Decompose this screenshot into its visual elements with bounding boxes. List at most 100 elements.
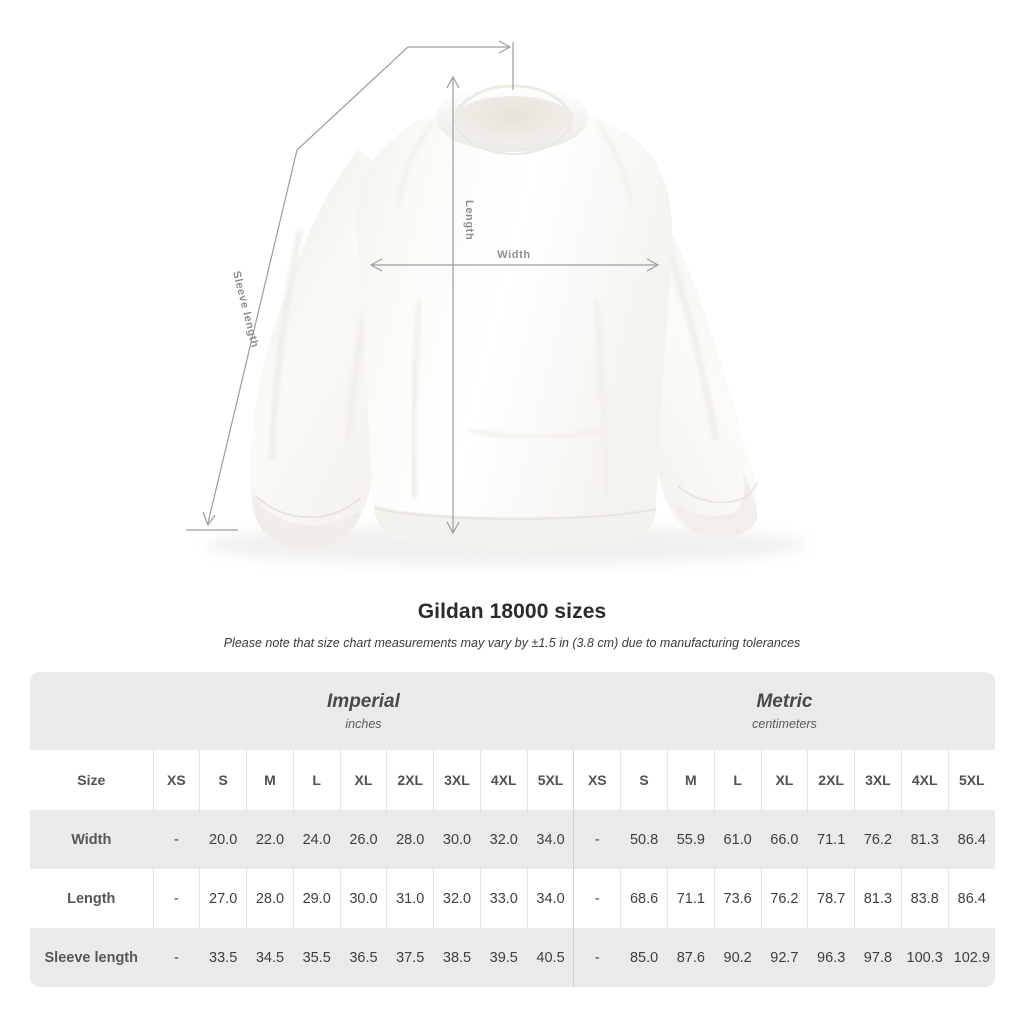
size-header-metric-3xl: 3XL — [854, 750, 902, 810]
cell-length-metric-2xl: 78.7 — [807, 869, 855, 928]
cell-width-metric-s: 50.8 — [620, 810, 668, 869]
cell-length-imperial-3xl: 32.0 — [433, 869, 481, 928]
size-column-header: Size — [30, 750, 154, 810]
page-title: Gildan 18000 sizes — [417, 600, 607, 623]
cell-sleeve-length-metric-3xl: 97.8 — [854, 928, 902, 987]
cell-width-metric-2xl: 71.1 — [807, 810, 855, 869]
cell-sleeve-length-imperial-m: 34.5 — [246, 928, 294, 987]
cell-length-metric-xs: - — [573, 869, 621, 928]
cell-sleeve-length-imperial-xl: 36.5 — [339, 928, 387, 987]
size-header-metric-2xl: 2XL — [807, 750, 855, 810]
cell-width-imperial-xl: 26.0 — [339, 810, 387, 869]
cell-sleeve-length-metric-xl: 92.7 — [760, 928, 808, 987]
cell-length-metric-s: 68.6 — [620, 869, 668, 928]
width-label: Width — [497, 249, 530, 261]
size-header-imperial-4xl: 4XL — [479, 750, 528, 810]
unit-system-cell-imperial: Imperial inches — [153, 672, 574, 750]
sleeve-length-label: Sleeve length — [230, 270, 261, 349]
size-header-imperial-m: M — [246, 750, 294, 810]
width-dimension-arrow — [369, 258, 660, 272]
cell-sleeve-length-metric-l: 90.2 — [713, 928, 761, 987]
size-header-metric-4xl: 4XL — [900, 750, 949, 810]
cell-length-metric-l: 73.6 — [713, 869, 761, 928]
cell-sleeve-length-imperial-s: 33.5 — [199, 928, 247, 987]
size-header-row: Size XS S M L XL 2XL 3XL 4XL 5XL XS S M L XL 2XL 3XL 4XL 5… — [30, 750, 995, 810]
cell-sleeve-length-imperial-2xl: 37.5 — [386, 928, 434, 987]
cell-width-metric-3xl: 76.2 — [854, 810, 902, 869]
size-chart-table-wrapper: Imperial inches Metric centimeters Size XS S M L… — [30, 672, 995, 987]
cell-width-imperial-xs: - — [152, 810, 200, 869]
cell-sleeve-length-imperial-xs: - — [152, 928, 200, 987]
cell-length-imperial-m: 28.0 — [246, 869, 294, 928]
cell-width-imperial-m: 22.0 — [246, 810, 294, 869]
cell-length-metric-3xl: 81.3 — [854, 869, 902, 928]
cell-length-metric-5xl: 86.4 — [947, 869, 995, 928]
table-row: Length -27.0 28.0 29.0 30.0 31.0 32.0 33.0 34.0-… — [30, 869, 995, 928]
size-header-metric-xs: XS — [573, 750, 621, 810]
cell-length-imperial-4xl: 33.0 — [479, 869, 528, 928]
size-header-imperial-2xl: 2XL — [386, 750, 434, 810]
row-label-width: Width — [30, 810, 154, 869]
cell-sleeve-length-metric-5xl: 102.9 — [947, 928, 995, 987]
length-dimension-arrow — [446, 75, 460, 535]
cell-width-imperial-5xl: 34.0 — [526, 810, 574, 869]
cell-sleeve-length-metric-xs: - — [573, 928, 621, 987]
unit-system-corner-cell — [30, 672, 154, 750]
size-header-imperial-xs: XS — [152, 750, 200, 810]
size-header-metric-m: M — [666, 750, 715, 810]
size-header-metric-s: S — [620, 750, 668, 810]
cell-width-imperial-3xl: 30.0 — [433, 810, 481, 869]
size-chart-table: Imperial inches Metric centimeters Size XS S M L… — [30, 672, 995, 987]
unit-system-row: Imperial inches Metric centimeters — [30, 672, 995, 750]
cell-length-imperial-xs: - — [152, 869, 200, 928]
size-header-metric-5xl: 5XL — [947, 750, 995, 810]
size-header-imperial-5xl: 5XL — [526, 750, 574, 810]
cell-length-metric-m: 71.1 — [666, 869, 715, 928]
cell-sleeve-length-metric-s: 85.0 — [620, 928, 668, 987]
unit-system-cell-metric: Metric centimeters — [573, 672, 995, 750]
garment-body — [357, 104, 672, 548]
size-header-imperial-l: L — [292, 750, 341, 810]
cell-sleeve-length-metric-4xl: 100.3 — [900, 928, 949, 987]
cell-width-metric-m: 55.9 — [666, 810, 715, 869]
cell-sleeve-length-imperial-3xl: 38.5 — [433, 928, 481, 987]
cell-length-imperial-l: 29.0 — [292, 869, 341, 928]
cell-length-imperial-5xl: 34.0 — [526, 869, 574, 928]
cell-length-metric-4xl: 83.8 — [900, 869, 949, 928]
cell-width-metric-xl: 66.0 — [760, 810, 808, 869]
cell-width-imperial-l: 24.0 — [292, 810, 341, 869]
table-row: Width -20.0 22.0 24.0 26.0 28.0 30.0 32.0 34.0-5… — [30, 810, 995, 869]
cell-length-metric-xl: 76.2 — [760, 869, 808, 928]
garment-figure: Length Width Sleeve length — [186, 40, 805, 565]
cell-length-imperial-xl: 30.0 — [339, 869, 387, 928]
size-header-imperial-3xl: 3XL — [433, 750, 481, 810]
size-header-imperial-s: S — [199, 750, 247, 810]
cell-width-imperial-4xl: 32.0 — [479, 810, 528, 869]
cell-sleeve-length-metric-2xl: 96.3 — [807, 928, 855, 987]
cell-sleeve-length-imperial-4xl: 39.5 — [479, 928, 528, 987]
cell-sleeve-length-imperial-5xl: 40.5 — [526, 928, 574, 987]
row-label-sleeve-length: Sleeve length — [30, 928, 154, 987]
row-label-length: Length — [30, 869, 154, 928]
cell-length-imperial-2xl: 31.0 — [386, 869, 434, 928]
cell-length-imperial-s: 27.0 — [199, 869, 247, 928]
table-row: Sleeve length -33.5 34.5 35.5 36.5 37.5 38.5 39… — [30, 928, 995, 987]
cell-width-metric-5xl: 86.4 — [947, 810, 995, 869]
unit-system-name: Imperial — [327, 691, 400, 713]
unit-system-unit: centimeters — [752, 716, 817, 731]
cell-sleeve-length-imperial-l: 35.5 — [292, 928, 341, 987]
length-label: Length — [463, 200, 475, 240]
cell-width-imperial-2xl: 28.0 — [386, 810, 434, 869]
size-header-metric-l: L — [713, 750, 761, 810]
unit-system-name: Metric — [756, 691, 813, 713]
cell-width-metric-4xl: 81.3 — [900, 810, 949, 869]
size-header-imperial-xl: XL — [339, 750, 387, 810]
cell-width-imperial-s: 20.0 — [199, 810, 247, 869]
cell-width-metric-l: 61.0 — [713, 810, 761, 869]
size-header-metric-xl: XL — [760, 750, 808, 810]
cell-width-metric-xs: - — [573, 810, 621, 869]
sleeve-length-dimension-arrow — [186, 40, 514, 531]
cell-sleeve-length-metric-m: 87.6 — [666, 928, 715, 987]
tolerance-note: Please note that size chart measurements… — [223, 636, 801, 650]
unit-system-unit: inches — [345, 716, 382, 731]
